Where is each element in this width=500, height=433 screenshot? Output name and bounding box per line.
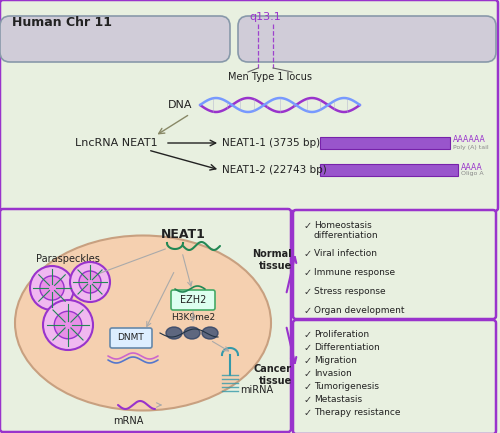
Text: ✓: ✓ [304, 330, 312, 340]
Circle shape [79, 271, 101, 293]
Text: Tumorigenesis: Tumorigenesis [314, 382, 379, 391]
FancyBboxPatch shape [0, 209, 291, 432]
Text: Men Type 1 locus: Men Type 1 locus [228, 72, 312, 82]
Text: Oligo A: Oligo A [461, 171, 483, 177]
Text: Differentiation: Differentiation [314, 343, 380, 352]
FancyBboxPatch shape [293, 210, 496, 319]
Text: Homeostasis
differentiation: Homeostasis differentiation [314, 221, 378, 240]
Circle shape [30, 266, 74, 310]
FancyBboxPatch shape [171, 290, 215, 310]
Circle shape [54, 311, 82, 339]
Text: Therapy resistance: Therapy resistance [314, 408, 400, 417]
Text: AAAA: AAAA [461, 162, 483, 171]
Text: Viral infection: Viral infection [314, 249, 377, 258]
FancyBboxPatch shape [320, 137, 450, 149]
Text: Organ development: Organ development [314, 306, 404, 315]
Circle shape [43, 300, 93, 350]
Text: NEAT1-1 (3735 bp): NEAT1-1 (3735 bp) [222, 138, 320, 148]
FancyBboxPatch shape [320, 164, 458, 176]
Ellipse shape [202, 327, 218, 339]
FancyBboxPatch shape [238, 16, 496, 62]
Text: AAAAAA: AAAAAA [453, 136, 486, 145]
FancyBboxPatch shape [0, 16, 230, 62]
Text: H3K9me2: H3K9me2 [171, 313, 215, 322]
Text: ✓: ✓ [304, 382, 312, 392]
Circle shape [70, 262, 110, 302]
FancyBboxPatch shape [0, 0, 498, 211]
Text: ✓: ✓ [304, 356, 312, 366]
Ellipse shape [166, 327, 182, 339]
Text: EZH2: EZH2 [180, 295, 206, 305]
Text: ✓: ✓ [304, 343, 312, 353]
Text: Stress response: Stress response [314, 287, 386, 296]
FancyBboxPatch shape [293, 320, 496, 433]
Text: Human Chr 11: Human Chr 11 [12, 16, 112, 29]
Ellipse shape [184, 327, 200, 339]
Text: LncRNA NEAT1: LncRNA NEAT1 [75, 138, 158, 148]
Text: Paraspeckles: Paraspeckles [36, 254, 100, 264]
Text: ✓: ✓ [304, 287, 312, 297]
Text: Cancer
tissue: Cancer tissue [254, 364, 292, 386]
Text: ✓: ✓ [304, 306, 312, 316]
Text: Normal
tissue: Normal tissue [252, 249, 292, 271]
Text: Proliferation: Proliferation [314, 330, 369, 339]
Text: Migration: Migration [314, 356, 357, 365]
Text: ✓: ✓ [304, 408, 312, 418]
Text: mRNA: mRNA [113, 416, 143, 426]
FancyBboxPatch shape [110, 328, 152, 348]
Text: ✓: ✓ [304, 395, 312, 405]
Text: Invasion: Invasion [314, 369, 352, 378]
Text: DNA: DNA [168, 100, 192, 110]
Text: ✓: ✓ [304, 268, 312, 278]
Ellipse shape [15, 236, 271, 410]
Text: NEAT1-2 (22743 bp): NEAT1-2 (22743 bp) [222, 165, 327, 175]
Text: miRNA: miRNA [240, 385, 273, 395]
Text: Poly (A) tail: Poly (A) tail [453, 145, 488, 149]
Text: ✓: ✓ [304, 221, 312, 231]
Circle shape [40, 276, 64, 300]
Text: ✓: ✓ [304, 249, 312, 259]
Text: Immune response: Immune response [314, 268, 395, 277]
Text: ✓: ✓ [304, 369, 312, 379]
Text: NEAT1: NEAT1 [160, 228, 206, 241]
Text: DNMT: DNMT [118, 333, 144, 343]
Text: q13.1: q13.1 [250, 12, 282, 22]
Text: Metastasis: Metastasis [314, 395, 362, 404]
